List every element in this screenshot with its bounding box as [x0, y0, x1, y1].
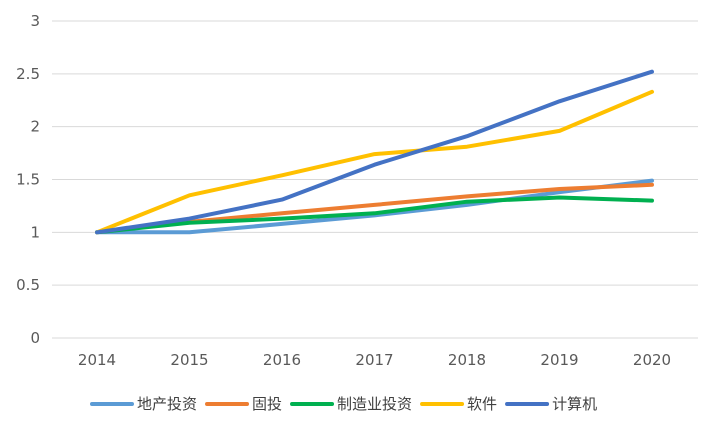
y-tick-label: 1.5 — [16, 171, 40, 189]
series-line-4 — [95, 69, 654, 235]
y-tick-label: 2 — [30, 118, 40, 136]
y-tick-label: 0 — [30, 329, 40, 347]
series-line-3 — [95, 89, 654, 235]
y-tick-label: 0.5 — [16, 276, 40, 294]
x-tick-label: 2014 — [78, 351, 116, 369]
legend-label: 软件 — [467, 395, 497, 413]
series-line-2 — [95, 195, 654, 235]
y-tick-label: 3 — [30, 12, 40, 30]
legend-item: 固投 — [205, 395, 282, 413]
legend-label: 制造业投资 — [337, 395, 412, 413]
series-lines — [95, 69, 654, 235]
y-tick-label: 1 — [30, 223, 40, 241]
legend-label: 固投 — [252, 395, 282, 413]
x-tick-label: 2017 — [355, 351, 393, 369]
gridlines — [52, 20, 698, 339]
x-tick-label: 2018 — [448, 351, 486, 369]
series-line-0 — [95, 178, 654, 235]
x-tick-label: 2019 — [540, 351, 578, 369]
y-tick-label: 2.5 — [16, 65, 40, 83]
y-axis-ticks: 0 0.5 1 1.5 2 2.5 3 — [16, 12, 40, 347]
legend-label: 地产投资 — [137, 395, 197, 413]
legend-item: 地产投资 — [90, 395, 197, 413]
legend-item: 制造业投资 — [290, 395, 412, 413]
legend-item: 软件 — [420, 395, 497, 413]
x-tick-label: 2020 — [633, 351, 671, 369]
legend-label: 计算机 — [552, 395, 597, 413]
x-tick-label: 2016 — [263, 351, 301, 369]
x-axis-ticks: 2014 2015 2016 2017 2018 2019 2020 — [78, 351, 671, 369]
legend: 地产投资 固投 制造业投资 软件 计算机 — [90, 395, 597, 413]
x-tick-label: 2015 — [170, 351, 208, 369]
legend-item: 计算机 — [505, 395, 597, 413]
